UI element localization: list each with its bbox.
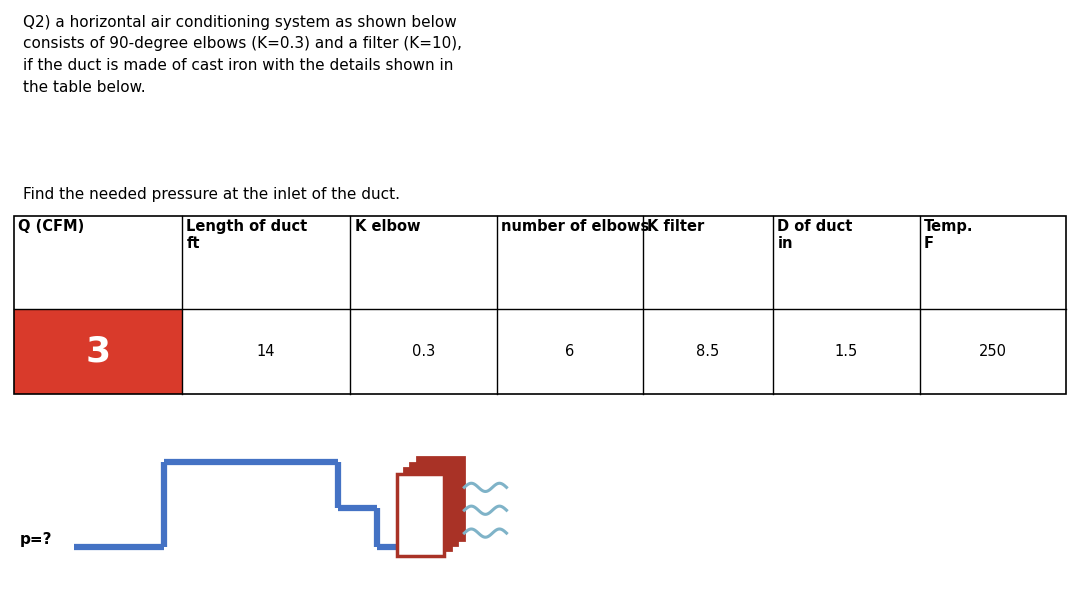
Text: number of elbows: number of elbows	[501, 219, 649, 234]
Text: 250: 250	[978, 344, 1007, 359]
Text: Temp.
F: Temp. F	[923, 219, 973, 251]
Text: 6: 6	[565, 344, 575, 359]
Text: Length of duct
ft: Length of duct ft	[187, 219, 308, 251]
Text: Q2) a horizontal air conditioning system as shown below
consists of 90-degree el: Q2) a horizontal air conditioning system…	[23, 15, 462, 95]
Text: 0.3: 0.3	[411, 344, 435, 359]
Bar	[14, 216, 1066, 394]
Text: Find the needed pressure at the inlet of the duct.: Find the needed pressure at the inlet of…	[23, 187, 400, 202]
Bar	[14, 309, 183, 394]
Text: K elbow: K elbow	[354, 219, 420, 234]
Text: p=?: p=?	[19, 533, 52, 547]
Bar	[397, 474, 445, 556]
Text: 8.5: 8.5	[697, 344, 719, 359]
Text: Q (CFM): Q (CFM)	[18, 219, 84, 234]
Text: 1.5: 1.5	[835, 344, 858, 359]
Text: 3: 3	[85, 334, 110, 369]
Bar	[14, 216, 1066, 394]
Text: K filter: K filter	[647, 219, 704, 234]
Bar	[397, 474, 445, 556]
Bar	[404, 468, 450, 550]
Bar	[417, 457, 463, 540]
Text: D of duct
in: D of duct in	[778, 219, 853, 251]
Text: 14: 14	[257, 344, 275, 359]
Bar	[410, 463, 457, 545]
